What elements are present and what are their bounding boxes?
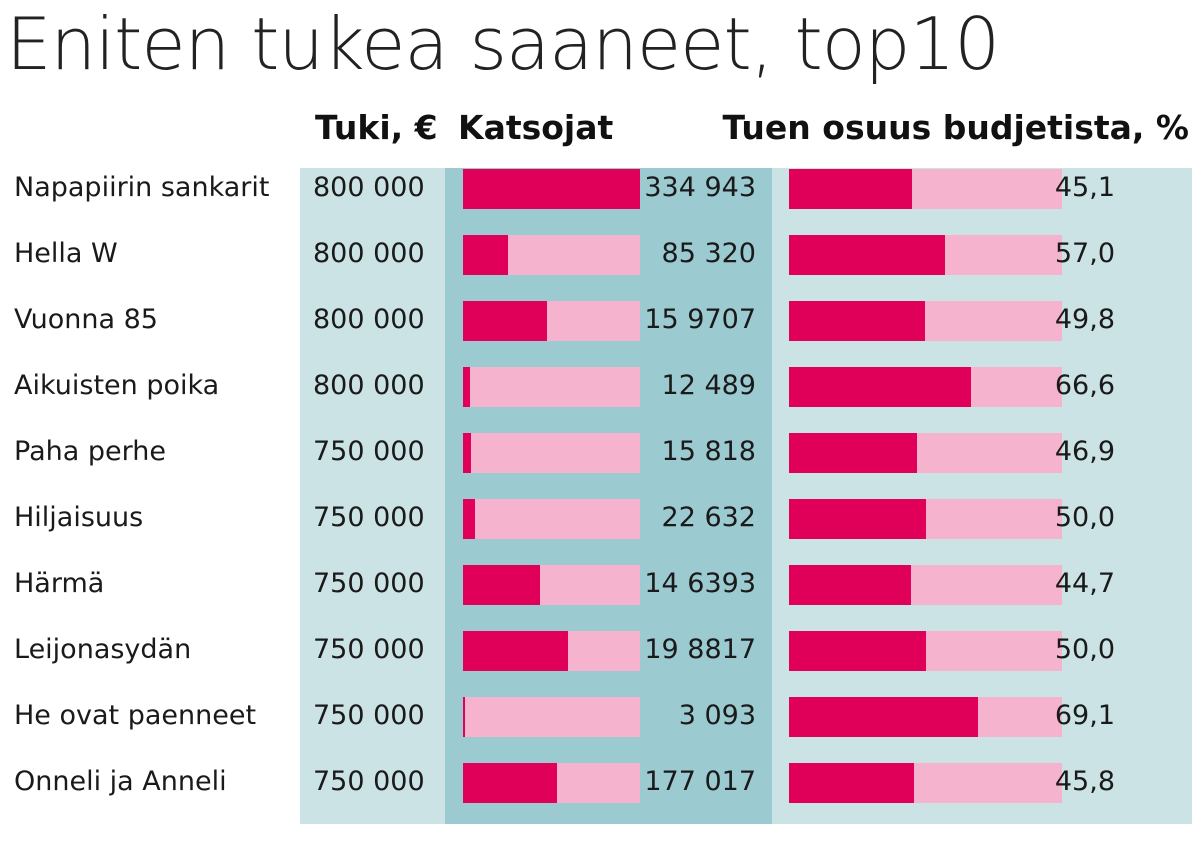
table-row: Paha perhe 750 000 15 818 46,9 (0, 430, 1198, 474)
osuus-bar-track (789, 235, 1062, 275)
osuus-bar (789, 763, 915, 803)
osuus-label: 57,0 (1054, 238, 1115, 269)
osuus-bar-track (789, 499, 1062, 539)
table-row: He ovat paenneet 750 000 3 093 69,1 (0, 694, 1198, 738)
katsojat-bar-track (463, 499, 640, 539)
tuki-value: 750 000 (313, 436, 425, 467)
chart-title: Eniten tukea saaneet, top10 (6, 2, 1000, 86)
osuus-bar (789, 565, 912, 605)
film-name: Napapiirin sankarit (14, 172, 270, 203)
katsojat-bar (463, 499, 475, 539)
katsojat-bar (463, 367, 470, 407)
katsojat-bar-track (463, 367, 640, 407)
film-name: Hiljaisuus (14, 502, 144, 533)
katsojat-label: 22 632 (661, 502, 756, 533)
katsojat-column-header: Katsojat (458, 108, 614, 147)
osuus-label: 50,0 (1054, 502, 1115, 533)
katsojat-bar (463, 235, 509, 275)
katsojat-bar (463, 433, 472, 473)
katsojat-bar-track (463, 169, 640, 209)
katsojat-label: 3 093 (678, 700, 756, 731)
katsojat-label: 19 8817 (644, 634, 756, 665)
katsojat-bar (463, 697, 465, 737)
osuus-bar (789, 235, 945, 275)
katsojat-label: 334 943 (644, 172, 756, 203)
film-name: Vuonna 85 (14, 304, 158, 335)
table-row: Onneli ja Anneli 750 000 177 017 45,8 (0, 760, 1198, 804)
osuus-bar-track (789, 433, 1062, 473)
film-name: Paha perhe (14, 436, 166, 467)
film-name: Härmä (14, 568, 105, 599)
katsojat-bar-track (463, 301, 640, 341)
table-row: Härmä 750 000 14 6393 44,7 (0, 562, 1198, 606)
osuus-label: 44,7 (1054, 568, 1115, 599)
tuki-value: 750 000 (313, 700, 425, 731)
katsojat-bar-track (463, 235, 640, 275)
tuki-value: 750 000 (313, 502, 425, 533)
osuus-bar-track (789, 565, 1062, 605)
osuus-bar-track (789, 631, 1062, 671)
tuki-value: 750 000 (313, 634, 425, 665)
katsojat-bar (463, 763, 557, 803)
katsojat-label: 177 017 (644, 766, 756, 797)
osuus-label: 49,8 (1054, 304, 1115, 335)
table-row: Vuonna 85 800 000 15 9707 49,8 (0, 298, 1198, 342)
katsojat-bar (463, 631, 569, 671)
osuus-label: 46,9 (1054, 436, 1115, 467)
tuki-value: 750 000 (313, 568, 425, 599)
osuus-label: 69,1 (1054, 700, 1115, 731)
katsojat-bar-track (463, 565, 640, 605)
katsojat-bar-track (463, 697, 640, 737)
osuus-label: 50,0 (1054, 634, 1115, 665)
osuus-label: 45,8 (1054, 766, 1115, 797)
tuki-value: 800 000 (313, 238, 425, 269)
table-row: Hella W 800 000 85 320 57,0 (0, 232, 1198, 276)
osuus-bar (789, 697, 978, 737)
film-name: Aikuisten poika (14, 370, 220, 401)
katsojat-bar-track (463, 763, 640, 803)
tuki-column-header: Tuki, € (315, 108, 438, 147)
table-row: Leijonasydän 750 000 19 8817 50,0 (0, 628, 1198, 672)
table-row: Aikuisten poika 800 000 12 489 66,6 (0, 364, 1198, 408)
katsojat-bar (463, 301, 548, 341)
tuki-value: 750 000 (313, 766, 425, 797)
tuki-value: 800 000 (313, 370, 425, 401)
katsojat-bar (463, 169, 640, 209)
osuus-bar (789, 631, 926, 671)
katsojat-bar (463, 565, 541, 605)
osuus-label: 45,1 (1054, 172, 1115, 203)
katsojat-label: 85 320 (661, 238, 756, 269)
katsojat-label: 14 6393 (644, 568, 756, 599)
katsojat-label: 15 818 (661, 436, 756, 467)
osuus-bar (789, 301, 925, 341)
osuus-column-header: Tuen osuus budjetista, % (722, 108, 1189, 147)
tuki-column-background (300, 168, 445, 824)
osuus-bar-track (789, 169, 1062, 209)
osuus-bar-track (789, 763, 1062, 803)
osuus-bar-track (789, 367, 1062, 407)
film-name: Leijonasydän (14, 634, 192, 665)
katsojat-label: 12 489 (661, 370, 756, 401)
film-name: Onneli ja Anneli (14, 766, 227, 797)
tuki-value: 800 000 (313, 172, 425, 203)
osuus-bar (789, 433, 918, 473)
katsojat-bar-track (463, 631, 640, 671)
table-row: Napapiirin sankarit 800 000 334 943 45,1 (0, 166, 1198, 210)
osuus-bar (789, 367, 971, 407)
film-name: He ovat paenneet (14, 700, 257, 731)
film-name: Hella W (14, 238, 118, 269)
osuus-label: 66,6 (1054, 370, 1115, 401)
katsojat-label: 15 9707 (644, 304, 756, 335)
tuki-value: 800 000 (313, 304, 425, 335)
osuus-bar-track (789, 301, 1062, 341)
osuus-bar-track (789, 697, 1062, 737)
osuus-bar (789, 499, 926, 539)
table-row: Hiljaisuus 750 000 22 632 50,0 (0, 496, 1198, 540)
osuus-bar (789, 169, 913, 209)
katsojat-bar-track (463, 433, 640, 473)
